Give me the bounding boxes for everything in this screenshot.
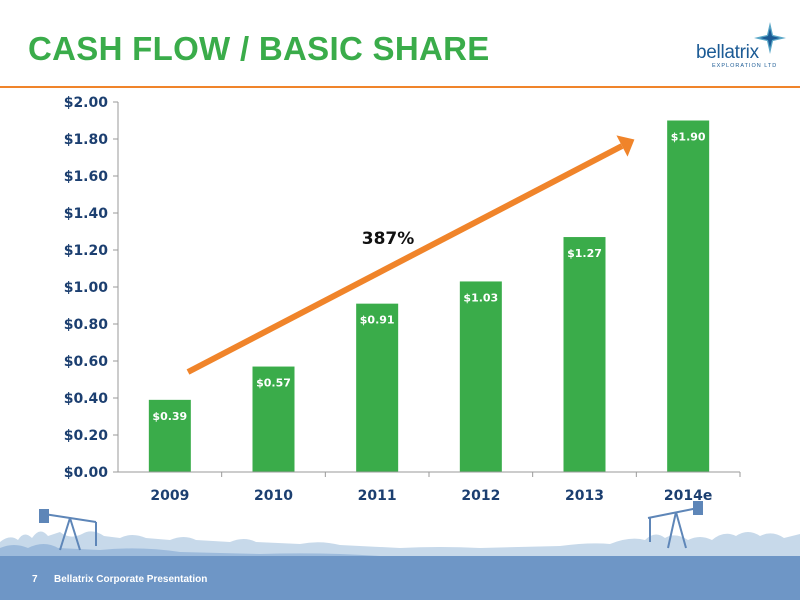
x-axis: 2009 2010 2011 2012 2013 2014e: [118, 471, 741, 504]
data-label: $0.57: [256, 377, 291, 390]
y-tick-label: $0.00: [64, 465, 109, 481]
cash-flow-bar-chart: $0.00 $0.20 $0.40 $0.60 $0.80 $1.00 $1.20 $1.40…: [64, 95, 741, 504]
y-tick-label: $1.80: [64, 132, 109, 148]
x-tick-label: 2009: [150, 488, 189, 504]
y-tick-label: $1.60: [64, 169, 109, 185]
page-number: 7: [32, 574, 38, 585]
growth-percent-label: 387%: [362, 229, 415, 249]
y-tick-label: $0.60: [64, 354, 109, 370]
title-divider: [0, 86, 800, 88]
oilfield-silhouette: [0, 501, 800, 560]
logo-wordmark: bellatrix: [696, 42, 759, 63]
trend-arrow-line: [186, 143, 624, 375]
bar-2011: [356, 303, 399, 472]
y-tick-label: $0.80: [64, 317, 109, 333]
data-label: $0.91: [360, 314, 395, 327]
slide-title: CASH FLOW / BASIC SHARE: [28, 30, 490, 67]
pumpjack-right-icon: [647, 501, 703, 549]
bellatrix-logo: bellatrix EXPLORATION LTD: [690, 20, 790, 75]
footer-bar: [0, 556, 800, 600]
star-logo-icon: [754, 22, 786, 54]
data-label: $1.27: [567, 247, 602, 260]
bar-2009: [148, 399, 191, 472]
x-tick-label: 2010: [254, 488, 293, 504]
bar-2013: [563, 237, 606, 472]
data-label: $0.39: [152, 410, 187, 423]
trend-annotation: 387%: [186, 135, 635, 375]
bar-2012: [459, 281, 502, 472]
data-label: $1.03: [463, 291, 498, 304]
x-tick-label: 2013: [565, 488, 604, 504]
logo-tagline: EXPLORATION LTD: [712, 63, 778, 69]
trend-arrowhead-icon: [616, 135, 635, 157]
footer-label: Bellatrix Corporate Presentation: [54, 574, 208, 585]
y-tick-label: $0.20: [64, 428, 109, 444]
bar-2014e: [667, 120, 710, 472]
bar-series: $0.39 $0.57 $0.91 $1.03 $1.27 $1.90: [148, 120, 710, 472]
y-tick-label: $2.00: [64, 95, 109, 111]
y-tick-label: $1.00: [64, 280, 109, 296]
y-tick-label: $1.40: [64, 206, 109, 222]
bar-2010: [252, 366, 295, 472]
y-axis: $0.00 $0.20 $0.40 $0.60 $0.80 $1.00 $1.20 $1.40…: [64, 95, 119, 481]
x-tick-label: 2012: [461, 488, 500, 504]
pumpjack-left-icon: [39, 509, 97, 551]
y-tick-label: $0.40: [64, 391, 109, 407]
y-tick-label: $1.20: [64, 243, 109, 259]
data-label: $1.90: [671, 131, 706, 144]
x-tick-label: 2011: [358, 488, 397, 504]
x-tick-label: 2014e: [664, 488, 712, 504]
